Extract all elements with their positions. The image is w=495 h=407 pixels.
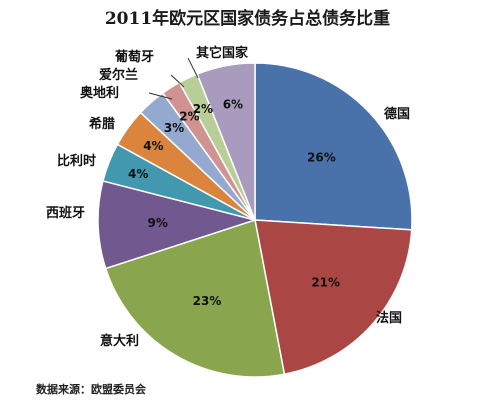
slice-value-label: 4%: [143, 139, 163, 153]
leader-line: [170, 74, 185, 88]
leader-line: [187, 57, 199, 79]
pie-slice: [104, 219, 286, 378]
slice-name-label: 西班牙: [46, 205, 85, 221]
source-note: 数据来源：欧盟委员会: [36, 383, 146, 396]
pie-slice: [196, 62, 256, 221]
slice-name-label: 希腊: [89, 116, 115, 132]
pie-slice: [97, 180, 258, 270]
slice-value-label: 2%: [193, 102, 213, 116]
pie-slice: [254, 62, 413, 231]
pie-slice: [254, 219, 413, 376]
slice-value-label: 4%: [128, 167, 148, 181]
slice-value-label: 3%: [164, 121, 184, 135]
slice-name-label: 其它国家: [196, 45, 249, 61]
slice-value-label: 2%: [179, 110, 199, 124]
slice-value-label: 21%: [311, 275, 340, 289]
slice-name-label: 葡萄牙: [114, 49, 154, 65]
slice-value-label: 26%: [307, 151, 336, 165]
slice-name-label: 比利时: [57, 153, 96, 169]
slice-name-label: 爱尔兰: [99, 67, 138, 83]
chart-title: 2011年欧元区国家债务占总债务比重: [104, 9, 391, 29]
slice-value-label: 6%: [223, 97, 243, 111]
slice-name-label: 奥地利: [80, 85, 119, 101]
slice-name-label: 德国: [384, 106, 410, 122]
slice-value-label: 23%: [193, 294, 222, 308]
slice-name-label: 法国: [376, 310, 402, 326]
leader-line: [148, 92, 173, 100]
slice-value-label: 9%: [148, 216, 168, 230]
slice-name-label: 意大利: [100, 333, 139, 349]
